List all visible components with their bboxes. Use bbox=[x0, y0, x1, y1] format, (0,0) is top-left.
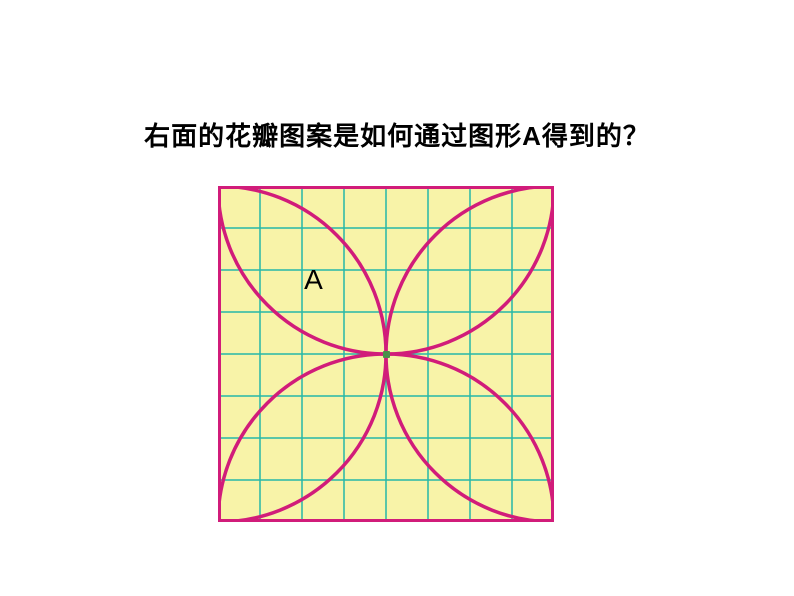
center-dot bbox=[383, 351, 390, 358]
question-title-row: 右面的花瓣图案是如何通过图形A得到的？ bbox=[0, 116, 794, 153]
petal-diagram: A bbox=[218, 186, 554, 527]
question-title: 右面的花瓣图案是如何通过图形A得到的？ bbox=[144, 116, 650, 153]
label-A: A bbox=[304, 264, 323, 296]
